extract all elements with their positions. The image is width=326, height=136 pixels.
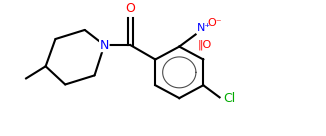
Text: Cl: Cl [223, 92, 235, 105]
Text: N: N [100, 39, 109, 52]
Text: ‖O: ‖O [197, 39, 212, 50]
Text: O⁻: O⁻ [207, 18, 222, 28]
Text: N⁺: N⁺ [197, 23, 212, 33]
Text: O: O [126, 2, 135, 15]
